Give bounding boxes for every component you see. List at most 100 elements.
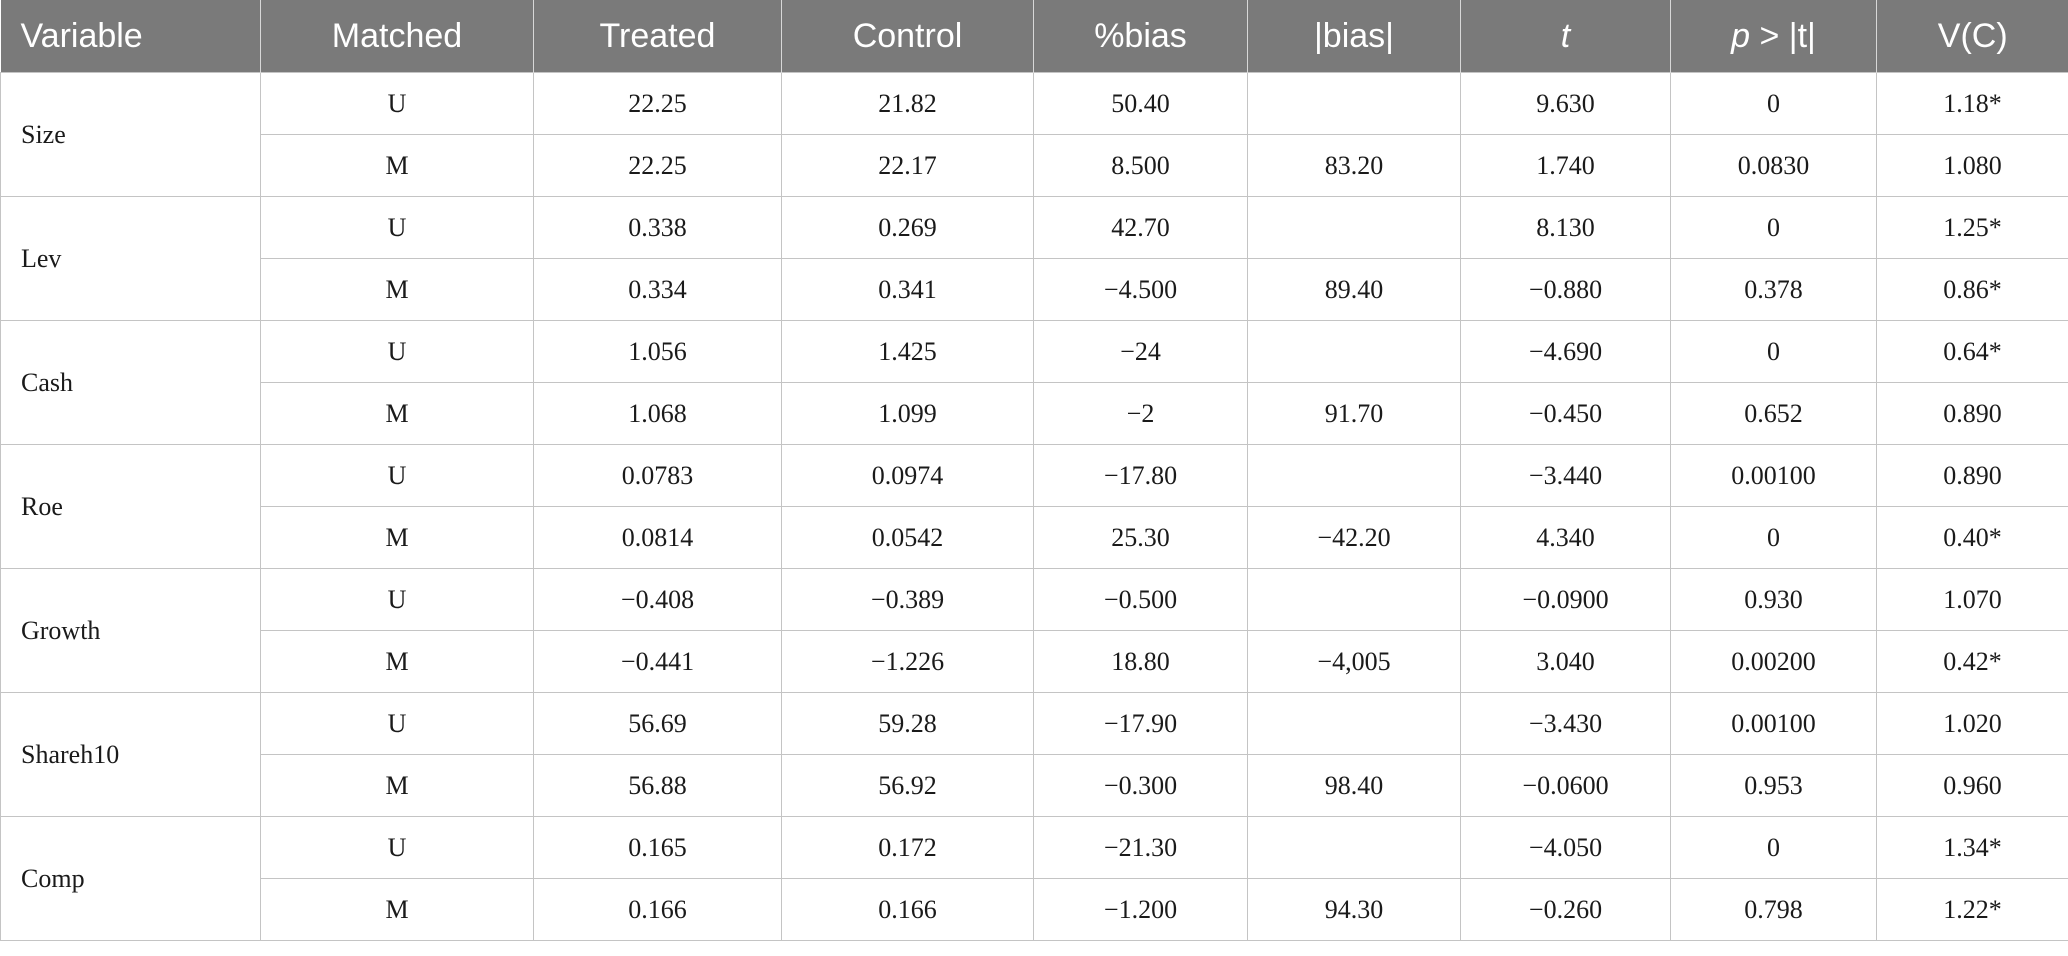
t-cell: 1.740	[1460, 134, 1671, 197]
header-matched: Matched	[260, 0, 534, 73]
abs-bias-cell	[1247, 816, 1461, 879]
abs-bias-cell: 91.70	[1247, 382, 1461, 445]
matched-cell: U	[260, 72, 534, 135]
vc-cell: 1.25*	[1876, 196, 2068, 259]
pct-bias-cell: 18.80	[1033, 630, 1248, 693]
t-cell: 3.040	[1460, 630, 1671, 693]
t-cell: −0.0900	[1460, 568, 1671, 631]
treated-cell: −0.441	[533, 630, 782, 693]
vc-cell: 1.020	[1876, 692, 2068, 755]
pct-bias-cell: −17.90	[1033, 692, 1248, 755]
t-cell: −4.690	[1460, 320, 1671, 383]
variable-cell: Comp	[0, 816, 261, 941]
table-row: Cash U 1.056 1.425 −24 −4.690 0 0.64*	[0, 320, 2068, 445]
pct-bias-cell: 25.30	[1033, 506, 1248, 569]
table-row: Comp U 0.165 0.172 −21.30 −4.050 0 1.34*	[0, 816, 2068, 941]
treated-cell: 1.068	[533, 382, 782, 445]
abs-bias-cell	[1247, 320, 1461, 383]
variable-cell: Shareh10	[0, 692, 261, 817]
vc-cell: 0.86*	[1876, 258, 2068, 321]
control-cell: 0.0542	[781, 506, 1034, 569]
treated-cell: 0.166	[533, 878, 782, 941]
table-row: M −0.441 −1.226 18.80 −4,005 3.040 0.002…	[1, 630, 2068, 693]
treated-cell: 0.334	[533, 258, 782, 321]
t-cell: −3.430	[1460, 692, 1671, 755]
matched-cell: M	[260, 878, 534, 941]
table-row: Size U 22.25 21.82 50.40 9.630 0 1.18*	[0, 72, 2068, 197]
variable-cell: Cash	[0, 320, 261, 445]
table-row: M 0.0814 0.0542 25.30 −42.20 4.340 0 0.4…	[1, 506, 2068, 569]
control-cell: 0.172	[781, 816, 1034, 879]
header-treated: Treated	[533, 0, 782, 73]
matched-cell: U	[260, 196, 534, 259]
header-t-label: t	[1560, 16, 1571, 55]
matched-cell: M	[260, 258, 534, 321]
table-body: Size U 22.25 21.82 50.40 9.630 0 1.18* M…	[0, 72, 2068, 941]
treated-cell: −0.408	[533, 568, 782, 631]
treated-cell: 1.056	[533, 320, 782, 383]
header-control: Control	[781, 0, 1034, 73]
table-row: M 22.25 22.17 8.500 83.20 1.740 0.0830 1…	[1, 134, 2068, 197]
pct-bias-cell: −2	[1033, 382, 1248, 445]
table-row: M 0.334 0.341 −4.500 89.40 −0.880 0.378 …	[1, 258, 2068, 321]
abs-bias-cell: 94.30	[1247, 878, 1461, 941]
pct-bias-cell: 50.40	[1033, 72, 1248, 135]
pct-bias-cell: −0.500	[1033, 568, 1248, 631]
header-vc: V(C)	[1876, 0, 2068, 73]
header-t: t	[1460, 0, 1671, 73]
header-pct-bias: %bias	[1033, 0, 1248, 73]
p-cell: 0	[1670, 506, 1877, 569]
treated-cell: 56.69	[533, 692, 782, 755]
variable-cell: Size	[0, 72, 261, 197]
t-cell: −0.880	[1460, 258, 1671, 321]
abs-bias-cell: 89.40	[1247, 258, 1461, 321]
header-p-value: p > |t|	[1670, 0, 1877, 73]
p-cell: 0	[1670, 196, 1877, 259]
abs-bias-cell	[1247, 196, 1461, 259]
pct-bias-cell: −21.30	[1033, 816, 1248, 879]
vc-cell: 1.070	[1876, 568, 2068, 631]
control-cell: 56.92	[781, 754, 1034, 817]
t-cell: 4.340	[1460, 506, 1671, 569]
control-cell: 0.166	[781, 878, 1034, 941]
matched-cell: U	[260, 320, 534, 383]
table-row: Shareh10 U 56.69 59.28 −17.90 −3.430 0.0…	[0, 692, 2068, 817]
table-row: Roe U 0.0783 0.0974 −17.80 −3.440 0.0010…	[0, 444, 2068, 569]
treated-cell: 0.165	[533, 816, 782, 879]
t-cell: −3.440	[1460, 444, 1671, 507]
p-cell: 0.00200	[1670, 630, 1877, 693]
header-row: Variable Matched Treated Control %bias |…	[0, 0, 2068, 73]
vc-cell: 1.22*	[1876, 878, 2068, 941]
table-row: M 0.166 0.166 −1.200 94.30 −0.260 0.798 …	[1, 878, 2068, 941]
p-cell: 0.930	[1670, 568, 1877, 631]
t-cell: −0.450	[1460, 382, 1671, 445]
treated-cell: 22.25	[533, 134, 782, 197]
treated-cell: 0.0783	[533, 444, 782, 507]
vc-cell: 1.080	[1876, 134, 2068, 197]
vc-cell: 0.890	[1876, 382, 2068, 445]
header-p-rest: > |t|	[1750, 16, 1816, 55]
table-row: Growth U −0.408 −0.389 −0.500 −0.0900 0.…	[0, 568, 2068, 693]
control-cell: 0.341	[781, 258, 1034, 321]
p-cell: 0.953	[1670, 754, 1877, 817]
matched-cell: M	[260, 382, 534, 445]
vc-cell: 1.34*	[1876, 816, 2068, 879]
header-p-italic: p	[1731, 16, 1751, 55]
header-abs-bias: |bias|	[1247, 0, 1461, 73]
matched-cell: U	[260, 444, 534, 507]
pct-bias-cell: −1.200	[1033, 878, 1248, 941]
table-row: Lev U 0.338 0.269 42.70 8.130 0 1.25*	[0, 196, 2068, 321]
matched-cell: M	[260, 134, 534, 197]
control-cell: 1.425	[781, 320, 1034, 383]
control-cell: 21.82	[781, 72, 1034, 135]
variable-cell: Roe	[0, 444, 261, 569]
abs-bias-cell: −42.20	[1247, 506, 1461, 569]
p-cell: 0.798	[1670, 878, 1877, 941]
t-cell: −4.050	[1460, 816, 1671, 879]
p-cell: 0	[1670, 72, 1877, 135]
vc-cell: 0.42*	[1876, 630, 2068, 693]
control-cell: 22.17	[781, 134, 1034, 197]
vc-cell: 0.890	[1876, 444, 2068, 507]
p-cell: 0.00100	[1670, 692, 1877, 755]
